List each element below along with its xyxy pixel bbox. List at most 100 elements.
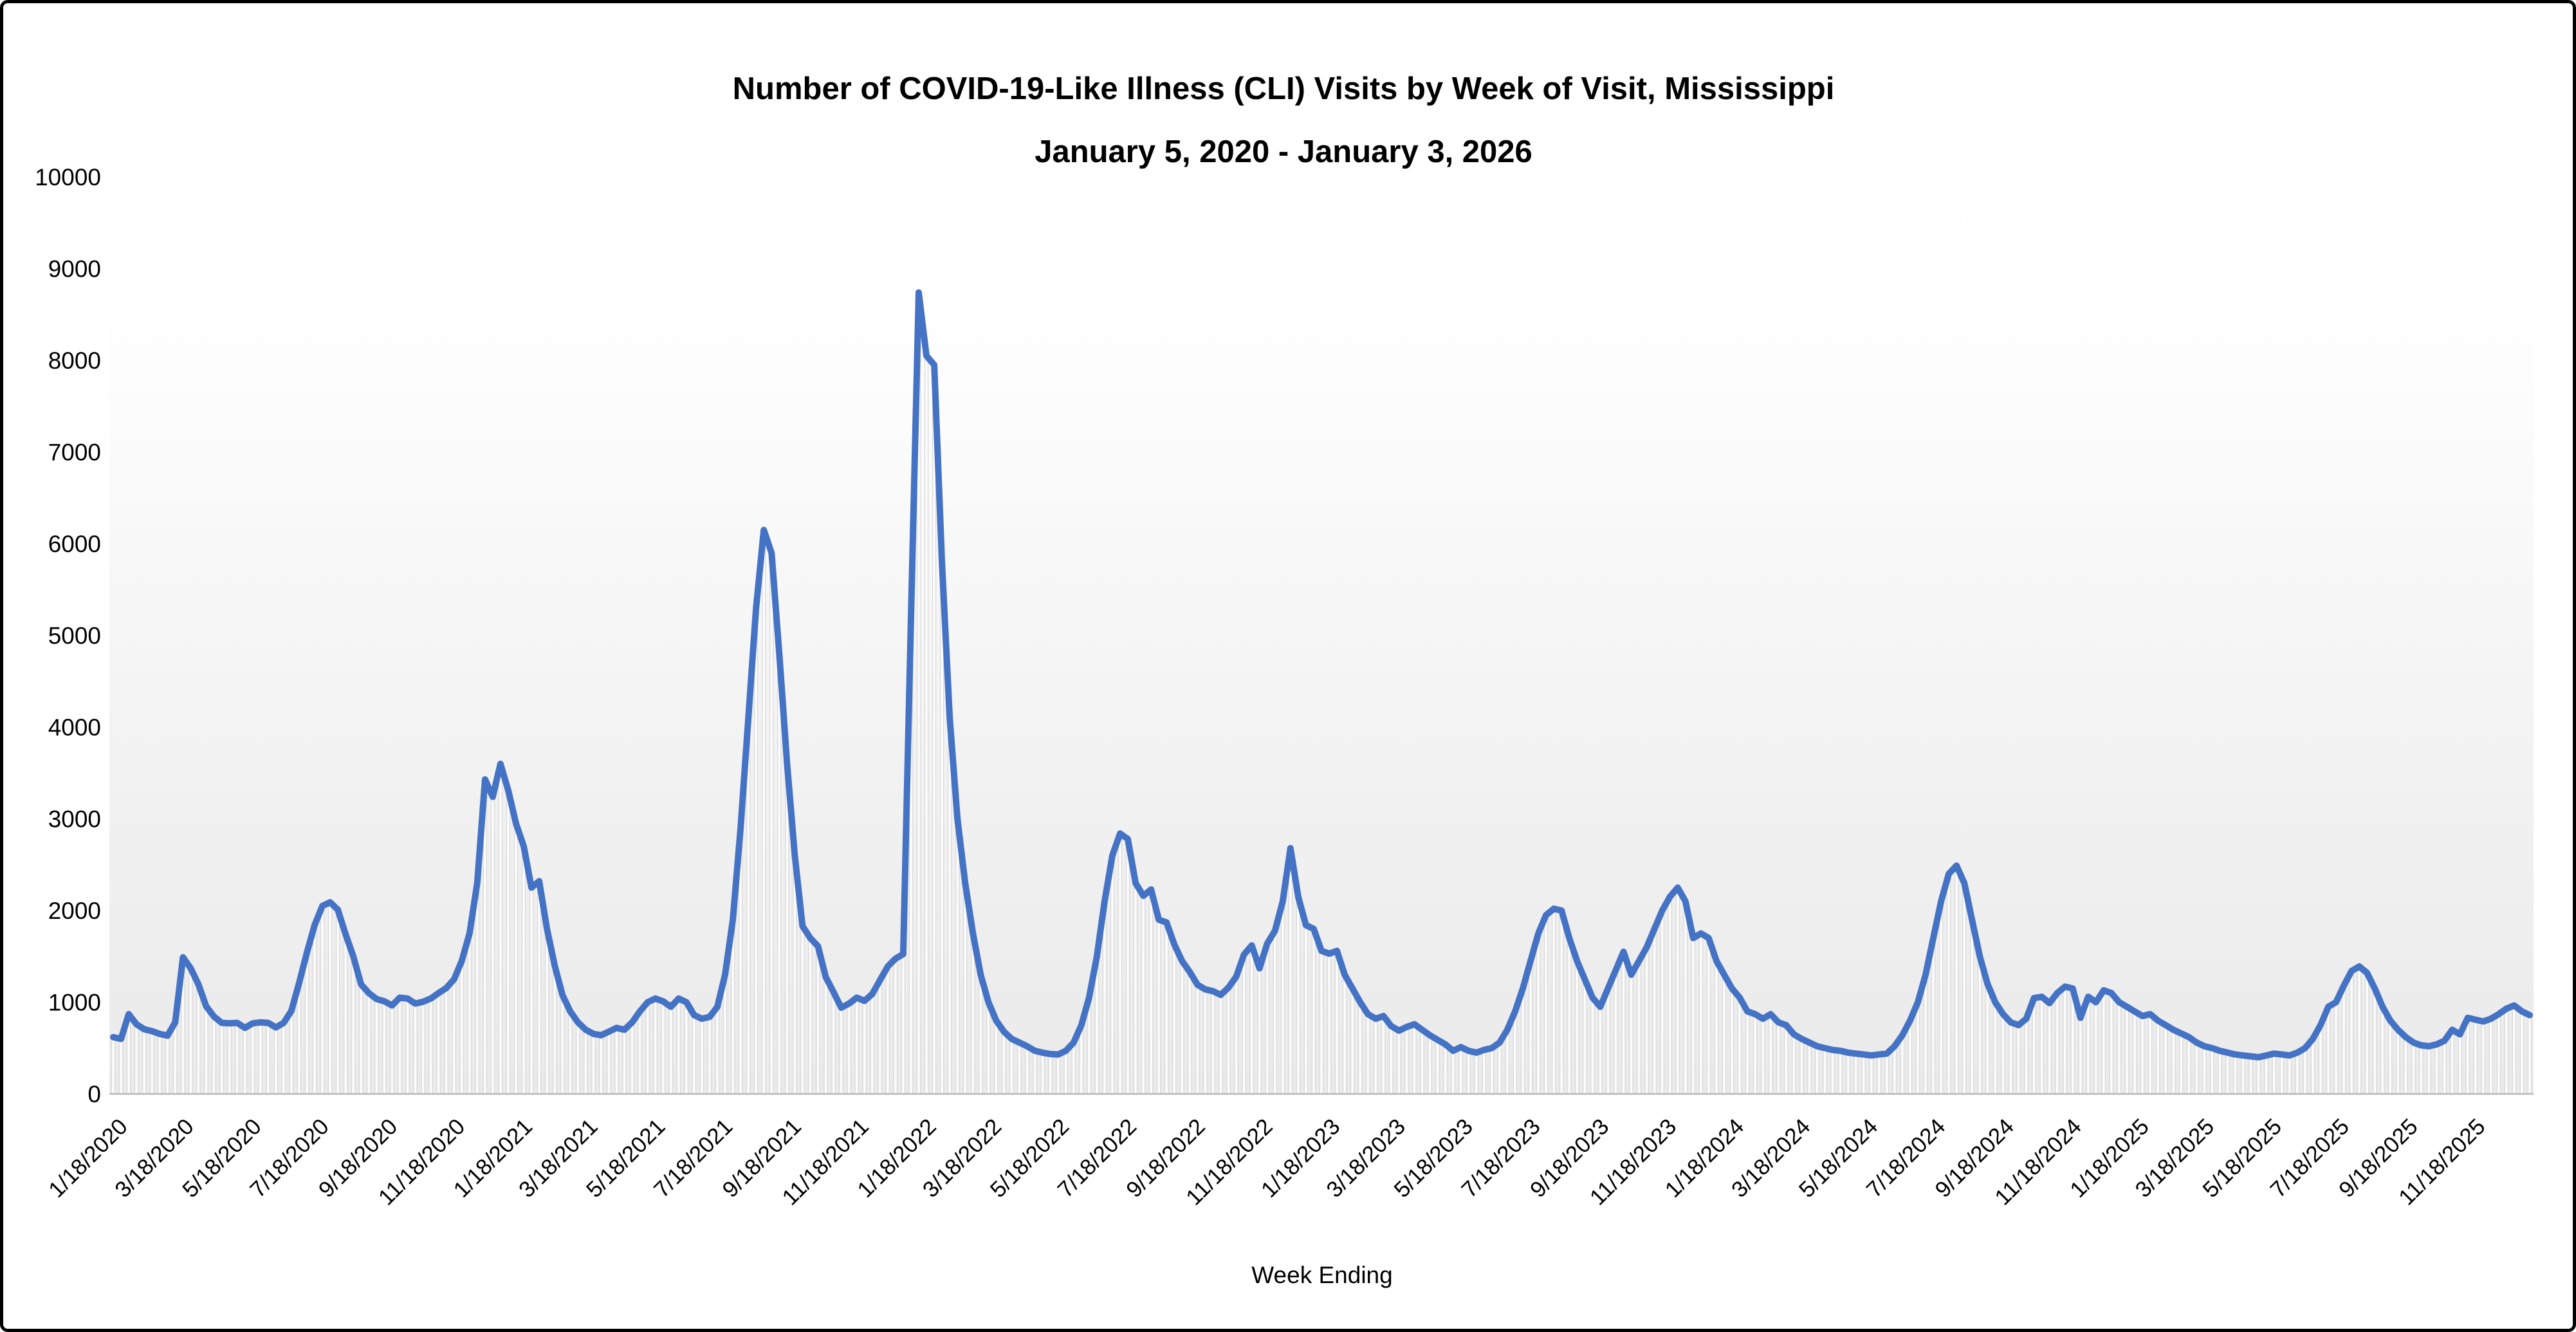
weekly-column [1428,1035,1432,1095]
weekly-column [118,1038,124,1095]
weekly-column [2450,1029,2454,1095]
weekly-column [1242,954,1246,1095]
weekly-column [1946,873,1951,1095]
weekly-column [1443,1044,1448,1095]
weekly-column [1489,1048,1495,1095]
weekly-column [2063,986,2067,1095]
weekly-column [1784,1024,1789,1095]
weekly-column [2241,1055,2245,1095]
weekly-column [219,1022,224,1095]
weekly-column [1063,1050,1068,1095]
weekly-column [1660,910,1664,1095]
y-axis-tick-label: 7000 [48,439,101,466]
chart-title-line1: Number of COVID-19-Like Illness (CLI) Vi… [732,71,1835,106]
weekly-column [2357,966,2362,1095]
weekly-column [2434,1044,2439,1095]
weekly-column [1025,1046,1029,1095]
weekly-column [1838,1050,1843,1095]
weekly-column [2364,972,2369,1095]
weekly-column [1296,896,1301,1095]
weekly-column [327,902,333,1095]
weekly-column [2101,990,2106,1095]
weekly-column [2163,1024,2168,1095]
weekly-column [2233,1054,2238,1095]
weekly-column [885,966,890,1095]
cli-visits-line [110,289,2533,1060]
weekly-column [1188,971,1192,1095]
weekly-column [1451,1050,1455,1095]
weekly-column [297,982,302,1095]
weekly-column [421,1001,425,1095]
weekly-column [173,1022,178,1095]
weekly-column [901,954,906,1095]
weekly-column [1435,1039,1440,1095]
weekly-column [1474,1052,1478,1095]
weekly-column [428,998,433,1095]
weekly-column [2380,1006,2385,1095]
weekly-column [266,1022,270,1095]
weekly-column [142,1028,147,1095]
y-axis-tick-label: 3000 [48,806,101,833]
weekly-column [553,965,557,1095]
y-axis-tick-label: 0 [87,1081,101,1107]
weekly-column [1311,928,1316,1095]
weekly-column [1071,1042,1076,1095]
weekly-column [1404,1026,1409,1095]
y-axis-tick-label: 4000 [48,714,101,741]
weekly-column [367,992,371,1095]
weekly-column [475,882,479,1095]
weekly-column [2458,1033,2462,1095]
weekly-column [1513,1011,1518,1095]
y-axis-tick-label: 9000 [48,256,101,282]
weekly-column [1954,865,1959,1095]
weekly-column [506,790,511,1095]
weekly-column [2225,1052,2230,1095]
weekly-column [1722,974,1727,1095]
weekly-column [1288,847,1293,1095]
weekly-column [2039,996,2044,1095]
weekly-column [692,1014,697,1095]
weekly-column [343,934,348,1095]
weekly-column [2318,1024,2323,1095]
weekly-column [2093,1001,2099,1095]
weekly-column [1683,901,1688,1095]
weekly-column [204,1006,208,1095]
weekly-column [2009,1022,2013,1095]
weekly-column [2001,1013,2005,1095]
weekly-column [1621,951,1626,1095]
weekly-column [2465,1017,2470,1095]
weekly-column [320,905,325,1095]
weekly-column [1583,979,1587,1095]
weekly-column [1273,930,1277,1095]
y-axis-tick-label: 2000 [48,898,101,924]
weekly-column [994,1020,998,1095]
weekly-column [2078,1017,2083,1095]
weekly-column [1815,1046,1819,1095]
plot-area-background [109,177,2534,1094]
weekly-column [1807,1042,1812,1095]
weekly-column [2396,1029,2400,1095]
weekly-column [304,952,309,1095]
weekly-column [2155,1020,2160,1095]
weekly-column [1993,1001,1998,1095]
weekly-column [979,974,983,1095]
weekly-column [2086,996,2090,1095]
weekly-column [1830,1049,1835,1095]
weekly-column [862,1000,867,1095]
weekly-column [413,1003,418,1095]
weekly-column [924,355,929,1095]
weekly-column [2287,1055,2292,1095]
weekly-column [2218,1050,2222,1095]
weekly-column [2132,1011,2137,1095]
weekly-column [1551,908,1556,1095]
weekly-column [1017,1042,1022,1095]
weekly-column [289,1010,294,1095]
weekly-column [1412,1024,1417,1095]
weekly-column [622,1029,627,1095]
cli-visits-line-chart: 0 1000 2000 3000 4000 5000 6000 7000 8000 9000 100… [35,164,2534,1210]
y-axis-labels: 0 1000 2000 3000 4000 5000 6000 7000 8000 9000 100… [35,164,101,1107]
weekly-column [2032,997,2036,1095]
weekly-column [2388,1020,2393,1095]
weekly-column [335,909,340,1095]
weekly-column [1420,1029,1424,1095]
